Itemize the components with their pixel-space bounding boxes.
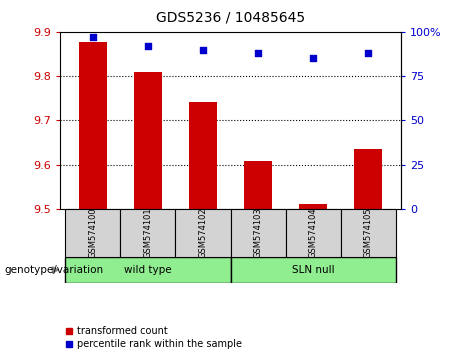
Bar	[244, 161, 272, 209]
Bar	[79, 42, 106, 209]
Text: GSM574102: GSM574102	[199, 207, 207, 258]
Bar	[355, 149, 382, 209]
Text: GSM574101: GSM574101	[143, 207, 153, 258]
Point	[89, 34, 97, 40]
FancyBboxPatch shape	[230, 257, 396, 283]
Legend: transformed count, percentile rank within the sample: transformed count, percentile rank withi…	[65, 326, 242, 349]
Bar	[189, 102, 217, 209]
Text: genotype/variation: genotype/variation	[5, 265, 104, 275]
FancyBboxPatch shape	[120, 209, 176, 257]
Bar	[134, 72, 162, 209]
FancyBboxPatch shape	[230, 209, 285, 257]
FancyBboxPatch shape	[65, 209, 120, 257]
Text: SLN null: SLN null	[292, 265, 334, 275]
Point	[144, 43, 152, 49]
Text: GSM574104: GSM574104	[308, 207, 318, 258]
Bar	[299, 205, 327, 209]
Point	[199, 47, 207, 52]
Text: GSM574100: GSM574100	[89, 207, 97, 258]
FancyBboxPatch shape	[65, 257, 230, 283]
FancyBboxPatch shape	[341, 209, 396, 257]
FancyBboxPatch shape	[176, 209, 230, 257]
Text: GDS5236 / 10485645: GDS5236 / 10485645	[156, 11, 305, 25]
Text: GSM574103: GSM574103	[254, 207, 262, 258]
Point	[254, 50, 262, 56]
Point	[364, 50, 372, 56]
Text: GSM574105: GSM574105	[364, 207, 372, 258]
FancyBboxPatch shape	[285, 209, 341, 257]
Text: wild type: wild type	[124, 265, 172, 275]
Point	[309, 56, 317, 61]
